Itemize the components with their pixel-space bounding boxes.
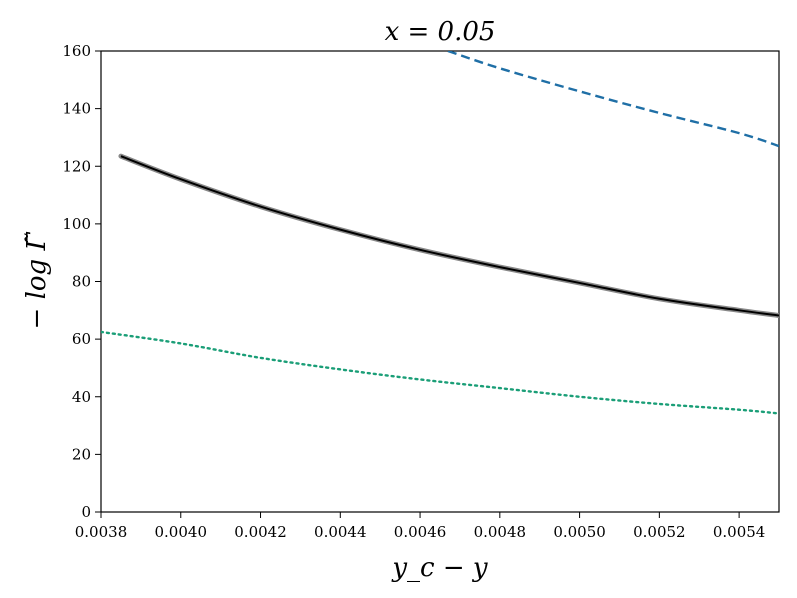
- series-1-line: [120, 155, 779, 317]
- y-tick-label: 160: [62, 42, 91, 60]
- y-tick-label: 100: [62, 215, 91, 233]
- series-2-line: [447, 51, 779, 148]
- x-tick-label: 0.0048: [474, 523, 527, 541]
- plot-frame: [100, 50, 780, 513]
- series-1-band: [118, 153, 779, 318]
- x-tick-label: 0.0038: [75, 523, 128, 541]
- y-tick-label: 20: [72, 445, 91, 463]
- y-tick-label: 40: [72, 388, 91, 406]
- y-tick-label: 80: [72, 273, 91, 291]
- y-tick-label: 60: [72, 330, 91, 348]
- x-tick-label: 0.0040: [155, 523, 208, 541]
- x-axis-label: y_c − y: [391, 553, 488, 583]
- x-tick-label: 0.0054: [713, 523, 766, 541]
- series-3-line: [101, 330, 779, 415]
- y-tick-label: 0: [81, 503, 91, 521]
- y-axis: 0 20 40 60 80 100 120 140 160: [62, 42, 101, 521]
- x-tick-label: 0.0052: [633, 523, 686, 541]
- x-tick-label: 0.0042: [234, 523, 287, 541]
- x-axis: 0.0038 0.0040 0.0042 0.0044 0.0046 0.0048 0.00…: [75, 512, 766, 541]
- x-tick-label: 0.0044: [314, 523, 367, 541]
- x-tick-label: 0.0050: [553, 523, 606, 541]
- series-layer: [101, 51, 779, 415]
- y-tick-label: 120: [62, 157, 91, 175]
- y-tick-label: 140: [62, 100, 91, 118]
- y-axis-label: − log Γ̃: [22, 232, 52, 330]
- chart-title: x = 0.05: [385, 17, 496, 47]
- plot-area: 0.0038 0.0040 0.0042 0.0044 0.0046 0.0048 0.00…: [62, 42, 780, 541]
- x-tick-label: 0.0046: [394, 523, 447, 541]
